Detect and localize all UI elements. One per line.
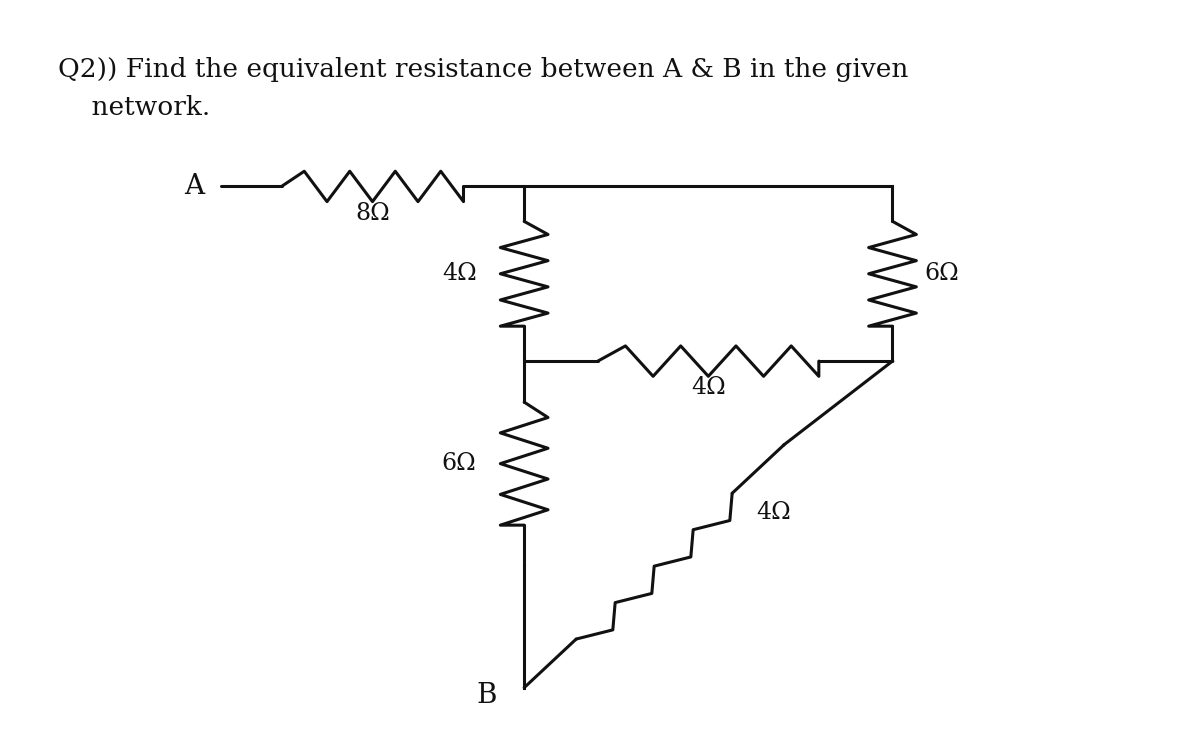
Text: B: B: [476, 682, 497, 708]
Text: Q2)) Find the equivalent resistance between A & B in the given: Q2)) Find the equivalent resistance betw…: [59, 57, 908, 83]
Text: 8Ω: 8Ω: [355, 201, 390, 224]
Text: A: A: [185, 173, 204, 200]
Text: network.: network.: [59, 95, 210, 120]
Text: 6Ω: 6Ω: [442, 452, 476, 475]
Text: 4Ω: 4Ω: [691, 376, 726, 399]
Text: 4Ω: 4Ω: [756, 501, 791, 524]
Text: 4Ω: 4Ω: [442, 262, 476, 285]
Text: 6Ω: 6Ω: [924, 262, 959, 285]
